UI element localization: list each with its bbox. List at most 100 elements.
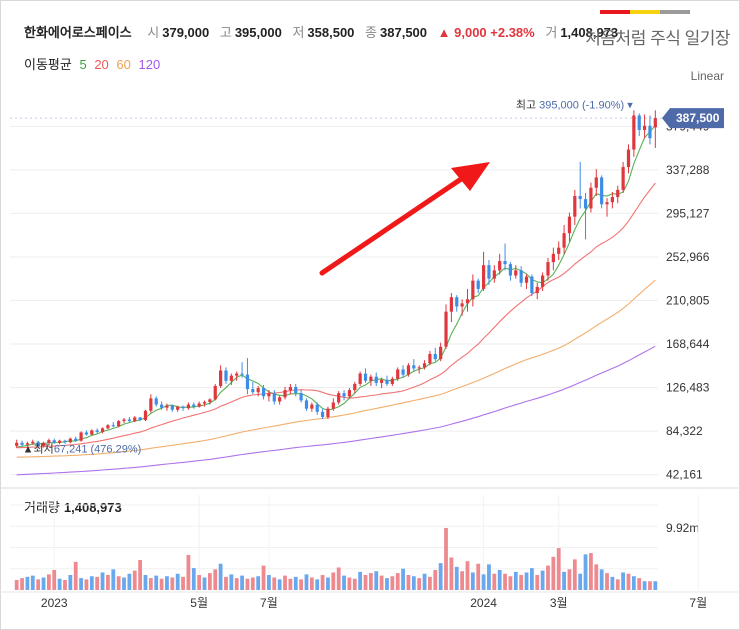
candle-body <box>551 253 555 263</box>
low-value: 358,500 <box>307 25 355 40</box>
ma-5[interactable]: 5 <box>79 57 87 72</box>
ma-20[interactable]: 20 <box>94 57 109 72</box>
volume-bar <box>277 579 282 590</box>
volume-bar <box>143 574 148 590</box>
volume-label: 거 <box>545 25 558 40</box>
volume-bar <box>363 574 368 590</box>
volume-bar <box>106 574 110 590</box>
candle-body <box>100 428 105 432</box>
candle-body <box>176 406 180 410</box>
candle-body <box>299 393 303 401</box>
volume-bar <box>379 575 384 590</box>
volume-bar <box>615 579 620 590</box>
volume-bar <box>626 573 631 590</box>
volume-tick-label: 9.92m <box>666 521 699 535</box>
brand-title: 처음처럼 주식 일기장 <box>585 29 730 48</box>
volume-bar <box>197 574 202 590</box>
candle-body <box>519 270 523 283</box>
ma-120[interactable]: 120 <box>138 57 161 72</box>
volume-bar <box>610 576 615 590</box>
scale-mode-toggle[interactable]: Linear <box>690 69 724 83</box>
close-label: 종 <box>365 25 378 40</box>
volume-panel-label: 거래량 <box>24 500 60 515</box>
volume-bar <box>57 578 62 590</box>
volume-bar <box>159 578 164 590</box>
brand-bar-red <box>600 10 630 14</box>
candle-body <box>90 430 94 435</box>
moving-average-legend: 이동평균 5 20 60 120 <box>24 54 164 73</box>
candle-body <box>310 404 314 409</box>
change-value: ▲ 9,000 +2.38% <box>437 25 535 40</box>
candle-body <box>594 177 598 188</box>
stock-name: 한화에어로스페이스 <box>24 25 132 40</box>
y-tick-label: 126,483 <box>666 381 710 395</box>
candle-body <box>605 202 609 205</box>
volume-bar <box>138 559 143 590</box>
volume-bar <box>293 576 298 590</box>
volume-bar <box>428 576 432 590</box>
volume-bar <box>30 575 35 590</box>
candle-body <box>455 297 459 307</box>
volume-bar <box>653 581 658 590</box>
volume-bar <box>535 574 540 590</box>
candle-body <box>648 125 652 139</box>
min-value: 67,241 (476.29%) <box>54 444 141 456</box>
candle-body <box>610 197 614 203</box>
annotation-arrow-head <box>451 162 490 191</box>
y-tick-label: 42,161 <box>666 468 703 482</box>
volume-bar <box>621 572 626 590</box>
candle-body <box>557 247 561 254</box>
candle-body <box>36 441 40 446</box>
candle-body <box>267 393 271 397</box>
volume-bar <box>390 576 395 590</box>
volume-bar <box>267 574 271 590</box>
candle-body <box>508 264 513 276</box>
volume-bar <box>417 578 422 590</box>
candle-body <box>487 265 491 279</box>
volume-bar <box>454 566 459 590</box>
volume-bar <box>315 579 320 590</box>
candle-body <box>256 388 260 393</box>
volume-bar <box>374 571 379 590</box>
volume-bar <box>84 579 89 590</box>
candle-body <box>63 440 67 443</box>
ma-60[interactable]: 60 <box>116 57 131 72</box>
current-price-tag <box>662 108 724 129</box>
candle-body <box>616 189 620 198</box>
x-tick-label: 7월 <box>689 596 707 610</box>
candle-body <box>412 365 416 369</box>
ma-5-line <box>16 125 656 448</box>
candle-body <box>122 419 126 422</box>
candle-body <box>535 286 539 294</box>
volume-bar <box>116 576 121 590</box>
candle-body <box>637 115 641 130</box>
volume-bar <box>175 573 180 590</box>
candle-body <box>84 432 89 435</box>
x-tick-label: 2023 <box>41 596 68 610</box>
volume-bar <box>395 573 400 590</box>
candle-body <box>385 379 389 384</box>
candle-body <box>626 149 631 168</box>
candle-body <box>111 425 115 427</box>
candle-body <box>181 406 185 409</box>
candle-body <box>74 438 78 441</box>
ma-label: 이동평균 <box>24 57 72 72</box>
x-tick-label: 2024 <box>470 596 497 610</box>
candle-body <box>208 399 212 402</box>
volume-bar <box>487 564 491 590</box>
candle-body <box>41 442 46 446</box>
volume-panel-value: 1,408,973 <box>63 500 122 515</box>
candle-body <box>315 404 319 412</box>
quote-header: 한화에어로스페이스 시 379,000 고 395,000 저 358,500 종 38… <box>24 22 625 41</box>
candle-body <box>154 398 158 405</box>
volume-bar <box>36 579 41 590</box>
volume-bar <box>422 573 427 590</box>
max-label: 최고 395,000 (-1.90%) ▾ <box>516 98 633 111</box>
volume-bar <box>433 569 438 590</box>
candle-body <box>165 405 169 408</box>
candle-body <box>342 393 346 397</box>
candle-body <box>133 417 137 422</box>
volume-bar <box>148 578 153 590</box>
annotation-arrow-shaft <box>319 170 473 276</box>
